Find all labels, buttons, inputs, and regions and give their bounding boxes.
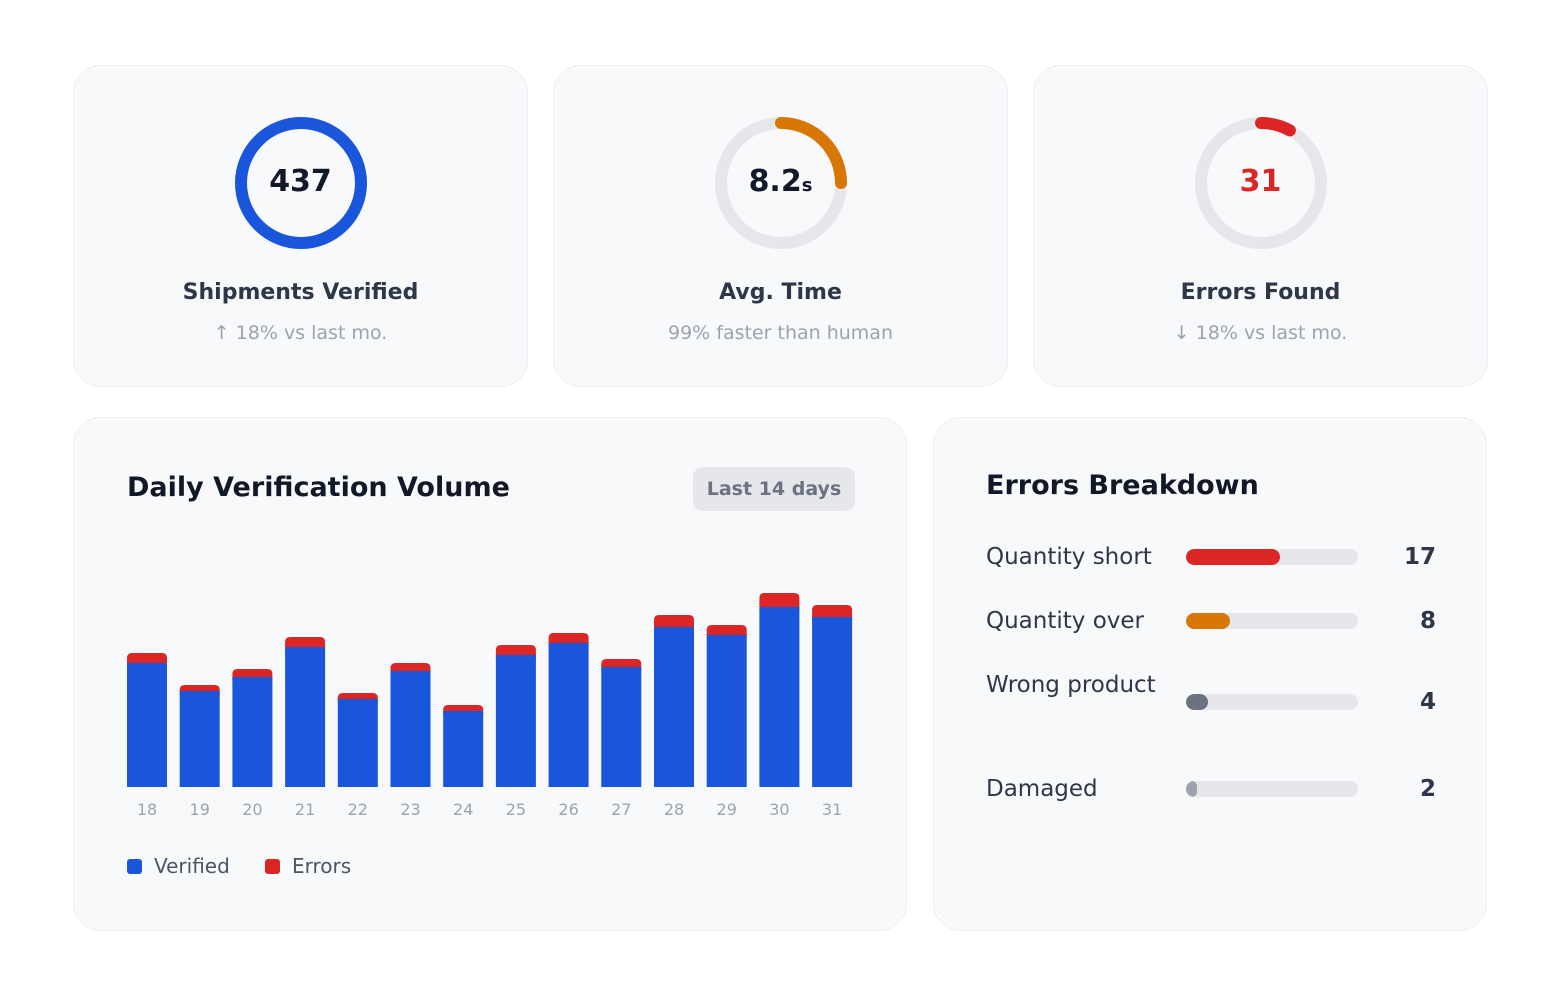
legend-swatch-errors xyxy=(265,858,280,874)
breakdown-title: Errors Breakdown xyxy=(986,470,1259,501)
x-tick-label: 25 xyxy=(506,800,526,819)
bar-group-27: 27 xyxy=(601,659,642,819)
error-label: Wrong product xyxy=(986,672,1156,698)
x-tick-label: 20 xyxy=(242,800,262,819)
progress-ring xyxy=(1194,117,1327,249)
x-tick-label: 26 xyxy=(558,800,578,819)
error-count: 2 xyxy=(1419,776,1436,802)
bar-group-19: 19 xyxy=(179,685,220,819)
kpi-card-errors: 31 Errors Found ↓ 18% vs last mo. xyxy=(1033,65,1488,387)
volume-card: Daily Verification Volume Last 14 days 1… xyxy=(73,417,907,931)
error-bar-fill xyxy=(1186,781,1198,797)
x-tick-label: 19 xyxy=(190,800,210,819)
errors-breakdown-card: Errors Breakdown Quantity short 17 Quanti… xyxy=(933,417,1487,931)
bar-group-31: 31 xyxy=(812,605,853,819)
kpi-subtext: 99% faster than human xyxy=(668,322,893,344)
date-range-button[interactable]: Last 14 days xyxy=(693,467,855,511)
kpi-card-avg-time: 8.2s Avg. Time 99% faster than human xyxy=(553,65,1008,387)
bar-verified xyxy=(654,627,694,787)
kpi-title: Shipments Verified xyxy=(182,280,419,305)
legend-label: Errors xyxy=(292,854,352,878)
error-label: Damaged xyxy=(986,776,1098,802)
kpi-subtext: ↑ 18% vs last mo. xyxy=(213,322,388,344)
error-label: Quantity short xyxy=(986,544,1152,570)
bar-group-26: 26 xyxy=(548,633,589,819)
kpi-title: Avg. Time xyxy=(719,280,842,305)
bar-verified xyxy=(706,635,747,787)
bar-verified xyxy=(232,677,273,787)
error-bar xyxy=(1186,613,1358,629)
bar-group-22: 22 xyxy=(337,693,378,819)
bar-group-30: 30 xyxy=(759,593,800,819)
legend-label: Verified xyxy=(154,854,230,878)
bar-group-23: 23 xyxy=(390,663,431,819)
volume-title: Daily Verification Volume xyxy=(127,472,510,503)
kpi-value: 437 xyxy=(269,164,332,199)
bar-verified xyxy=(285,647,326,787)
bar-verified xyxy=(759,607,800,787)
error-bar xyxy=(1186,781,1358,797)
bar-verified xyxy=(337,699,378,787)
error-bar-fill xyxy=(1186,613,1231,629)
error-bar-fill xyxy=(1186,694,1209,710)
error-bar xyxy=(1186,549,1358,565)
error-count: 4 xyxy=(1419,689,1436,715)
bar-verified xyxy=(390,671,431,787)
bar-verified xyxy=(812,617,853,787)
bar-verified xyxy=(127,663,167,787)
x-tick-label: 29 xyxy=(717,800,737,819)
legend-swatch-verified xyxy=(127,858,142,874)
error-bar xyxy=(1186,694,1358,710)
legend-errors: Errors xyxy=(265,854,351,878)
progress-ring xyxy=(234,117,367,249)
bar-group-29: 29 xyxy=(706,625,747,819)
kpi-title: Errors Found xyxy=(1180,280,1341,305)
x-tick-label: 22 xyxy=(348,800,368,819)
bar-verified xyxy=(495,655,536,787)
volume-chart: 18 19 20 21 22 23 24 25 26 27 28 29 30 31 xyxy=(127,593,853,819)
kpi-value: 8.2s xyxy=(748,164,813,199)
bar-verified xyxy=(179,691,220,787)
bar-verified xyxy=(548,643,589,787)
bar-group-25: 25 xyxy=(495,645,536,819)
error-count: 8 xyxy=(1419,608,1436,634)
x-tick-label: 24 xyxy=(453,800,473,819)
kpi-card-shipments: 437 Shipments Verified ↑ 18% vs last mo. xyxy=(73,65,528,387)
error-count: 17 xyxy=(1403,544,1436,570)
x-tick-label: 23 xyxy=(400,800,420,819)
bar-errors xyxy=(759,593,800,611)
x-tick-label: 18 xyxy=(137,800,157,819)
bar-verified xyxy=(601,667,642,787)
error-bar-fill xyxy=(1186,549,1281,565)
x-tick-label: 30 xyxy=(769,800,789,819)
legend-verified: Verified xyxy=(127,854,230,878)
progress-ring xyxy=(714,117,847,249)
bar-group-21: 21 xyxy=(285,637,326,819)
bar-verified xyxy=(443,711,484,787)
bar-group-18: 18 xyxy=(127,653,167,819)
x-tick-label: 27 xyxy=(611,800,631,819)
bar-group-20: 20 xyxy=(232,669,273,819)
kpi-value: 31 xyxy=(1239,164,1282,199)
x-tick-label: 28 xyxy=(664,800,684,819)
x-tick-label: 31 xyxy=(822,800,842,819)
x-tick-label: 21 xyxy=(295,800,315,819)
error-label: Quantity over xyxy=(986,608,1144,634)
bar-group-28: 28 xyxy=(654,615,694,819)
bar-group-24: 24 xyxy=(443,705,484,819)
kpi-subtext: ↓ 18% vs last mo. xyxy=(1173,322,1348,344)
